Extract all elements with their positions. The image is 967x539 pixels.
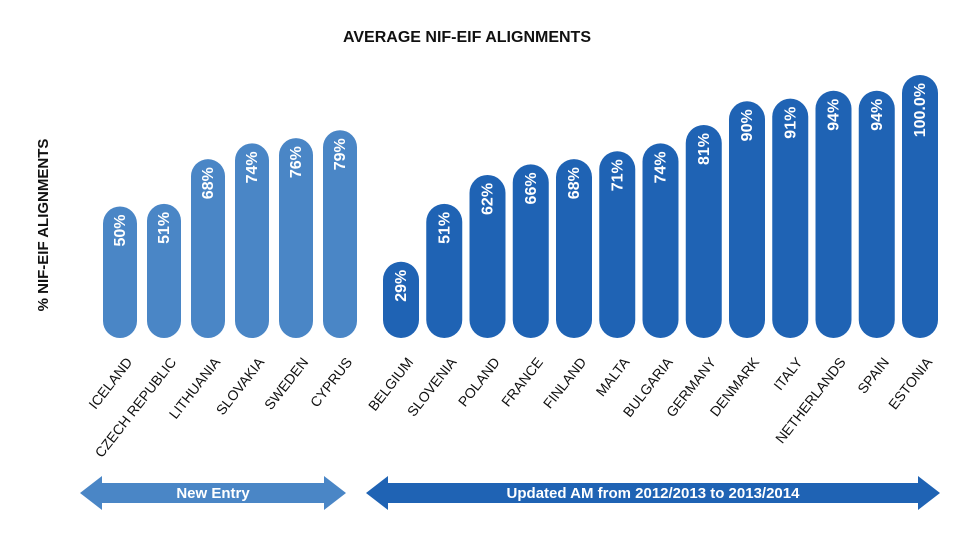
bar [191,159,225,338]
x-tick-label: CYPRUS [307,354,356,410]
bar [279,138,313,338]
x-tick-label: ITALY [770,354,806,393]
x-tick-label: SPAIN [854,354,892,396]
value-label: 94% [826,99,843,131]
x-tick-label: SWEDEN [261,354,311,412]
x-tick-label: POLAND [455,354,503,409]
value-label: 68% [566,167,583,199]
bar [685,124,722,338]
bar [235,143,269,338]
value-label: 100.0% [912,83,929,137]
group-label: Updated AM from 2012/2013 to 2013/2014 [507,485,801,502]
value-label: 90% [739,109,756,141]
bar [323,130,357,338]
bar [512,164,549,338]
bar [858,90,895,338]
y-axis-label: % NIF-EIF ALIGNMENTS [35,139,52,312]
chart-title: AVERAGE NIF-EIF ALIGNMENTS [343,29,591,46]
value-label: 51% [436,212,453,244]
value-label: 79% [332,138,349,170]
bar [902,75,938,338]
bar [469,174,506,338]
bar [729,101,765,338]
value-label: 81% [696,133,713,165]
x-tick-label: MALTA [592,354,632,400]
value-label: 71% [609,159,626,191]
value-label: 51% [156,212,173,244]
group-arrow [366,476,940,510]
bar [599,151,636,338]
value-label: 76% [288,146,305,178]
bar [772,98,809,338]
bar [426,203,463,338]
bar [556,159,592,338]
x-tick-label: FINLAND [540,354,589,411]
value-label: 68% [200,167,217,199]
value-label: 66% [523,172,540,204]
bar [103,206,137,338]
bar [383,261,419,338]
x-tick-label: ESTONIA [885,354,936,413]
bar [642,143,679,338]
value-label: 29% [393,270,410,302]
group-arrow [80,476,346,510]
value-label: 74% [244,151,261,183]
value-label: 62% [480,183,497,215]
x-tick-label: CZECH REPUBLIC [91,354,179,460]
value-label: 50% [112,215,129,247]
group-label: New Entry [176,485,250,502]
value-label: 94% [869,99,886,131]
value-label: 91% [782,107,799,139]
bar [147,203,181,338]
value-label: 74% [653,151,670,183]
bar [815,90,852,338]
